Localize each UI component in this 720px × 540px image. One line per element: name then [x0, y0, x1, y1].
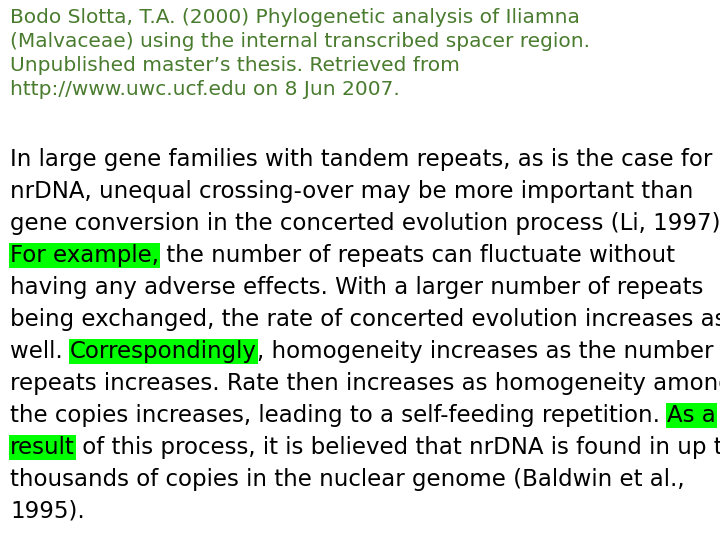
- Text: thousands of copies in the nuclear genome (Baldwin et al.,: thousands of copies in the nuclear genom…: [10, 468, 685, 491]
- Text: Correspondingly: Correspondingly: [70, 340, 257, 363]
- Text: the copies increases, leading to a self-feeding repetition.: the copies increases, leading to a self-…: [10, 404, 667, 427]
- Text: As a: As a: [667, 404, 716, 427]
- Text: , homogeneity increases as the number of: , homogeneity increases as the number of: [257, 340, 720, 363]
- Text: In large gene families with tandem repeats, as is the case for: In large gene families with tandem repea…: [10, 148, 712, 171]
- Text: Unpublished master’s thesis. Retrieved from: Unpublished master’s thesis. Retrieved f…: [10, 56, 460, 75]
- Text: (Malvaceae) using the internal transcribed spacer region.: (Malvaceae) using the internal transcrib…: [10, 32, 590, 51]
- Text: result: result: [10, 436, 75, 459]
- Text: being exchanged, the rate of concerted evolution increases as: being exchanged, the rate of concerted e…: [10, 308, 720, 331]
- Text: 1995).: 1995).: [10, 500, 85, 523]
- Text: the number of repeats can fluctuate without: the number of repeats can fluctuate with…: [159, 244, 675, 267]
- Text: repeats increases. Rate then increases as homogeneity among: repeats increases. Rate then increases a…: [10, 372, 720, 395]
- Text: For example,: For example,: [10, 244, 159, 267]
- Text: http://www.uwc.ucf.edu on 8 Jun 2007.: http://www.uwc.ucf.edu on 8 Jun 2007.: [10, 80, 400, 99]
- Text: Bodo Slotta, T.A. (2000) Phylogenetic analysis of Iliamna: Bodo Slotta, T.A. (2000) Phylogenetic an…: [10, 8, 580, 27]
- Text: of this process, it is believed that nrDNA is found in up to: of this process, it is believed that nrD…: [75, 436, 720, 459]
- Text: nrDNA, unequal crossing-over may be more important than: nrDNA, unequal crossing-over may be more…: [10, 180, 693, 203]
- Text: gene conversion in the concerted evolution process (Li, 1997).: gene conversion in the concerted evoluti…: [10, 212, 720, 235]
- Text: having any adverse effects. With a larger number of repeats: having any adverse effects. With a large…: [10, 276, 703, 299]
- Text: well.: well.: [10, 340, 70, 363]
